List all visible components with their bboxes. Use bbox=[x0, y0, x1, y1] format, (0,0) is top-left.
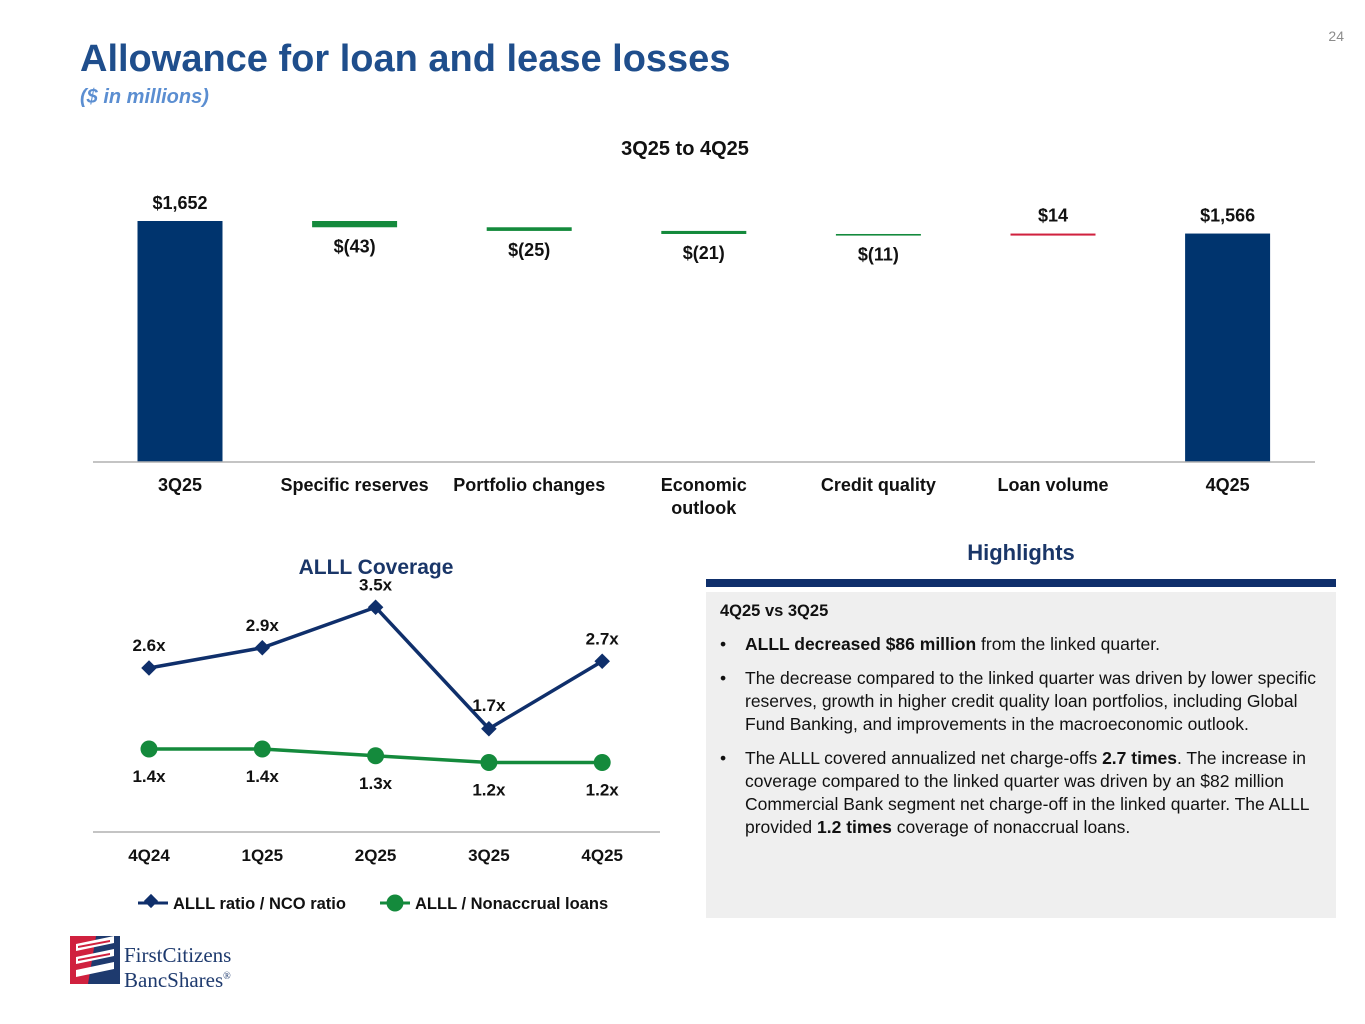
highlight-3-bold-a: 2.7 times bbox=[1102, 748, 1177, 768]
waterfall-bar bbox=[1185, 233, 1271, 462]
waterfall-bar bbox=[661, 230, 747, 234]
highlight-3-text-b: . The increase in coverage compared to t… bbox=[745, 748, 1309, 837]
coverage-data-label: 1.2x bbox=[586, 781, 620, 800]
waterfall-data-label: $1,652 bbox=[152, 193, 207, 213]
coverage-data-label: 1.4x bbox=[246, 767, 280, 786]
coverage-data-label: 1.2x bbox=[472, 781, 506, 800]
page-number: 24 bbox=[1328, 28, 1344, 44]
logo-line-2-text: BancShares bbox=[124, 968, 224, 992]
coverage-data-label: 1.7x bbox=[472, 696, 506, 715]
page-title: Allowance for loan and lease losses bbox=[80, 38, 731, 80]
logo-registered-mark: ® bbox=[223, 971, 231, 982]
logo-line-1: FirstCitizens bbox=[124, 943, 232, 967]
logo-line-2: BancShares® bbox=[124, 966, 231, 991]
highlight-1-text: from the linked quarter. bbox=[976, 634, 1161, 654]
waterfall-category-label: Credit quality bbox=[821, 475, 936, 495]
coverage-point-diamond bbox=[141, 660, 157, 676]
coverage-data-label: 1.3x bbox=[359, 774, 393, 793]
coverage-category-label: 4Q25 bbox=[581, 846, 623, 865]
coverage-data-label: 3.5x bbox=[359, 575, 393, 594]
waterfall-data-label: $(11) bbox=[858, 245, 899, 265]
coverage-category-label: 4Q24 bbox=[128, 846, 170, 865]
legend-marker-circle bbox=[386, 894, 404, 912]
coverage-point-circle bbox=[140, 740, 158, 758]
coverage-point-circle bbox=[593, 754, 611, 771]
waterfall-title: 3Q25 to 4Q25 bbox=[621, 138, 749, 160]
coverage-point-diamond bbox=[594, 653, 610, 670]
legend-label-nonaccrual: ALLL / Nonaccrual loans bbox=[415, 895, 608, 913]
highlight-3-text-c: coverage of nonaccrual loans. bbox=[891, 817, 1131, 837]
highlight-item-3: The ALLL covered annualized net charge-o… bbox=[720, 747, 1320, 839]
page-subtitle: ($ in millions) bbox=[80, 86, 209, 108]
waterfall-data-label: $(25) bbox=[508, 240, 550, 260]
first-citizens-flag-logo-icon bbox=[70, 936, 120, 984]
coverage-data-label: 1.4x bbox=[132, 767, 166, 786]
highlights-title: Highlights bbox=[967, 540, 1075, 565]
legend-marker-diamond bbox=[143, 893, 159, 909]
highlights-heading: 4Q25 vs 3Q25 bbox=[720, 602, 829, 620]
waterfall-category-label: Loan volume bbox=[997, 475, 1108, 495]
coverage-point-diamond bbox=[254, 639, 271, 656]
waterfall-category-label: Portfolio changes bbox=[453, 475, 605, 495]
waterfall-bar bbox=[137, 221, 223, 462]
coverage-point-circle bbox=[480, 754, 498, 771]
coverage-category-label: 3Q25 bbox=[468, 846, 510, 865]
coverage-series-line bbox=[148, 605, 604, 731]
highlight-item-2: The decrease compared to the linked quar… bbox=[720, 667, 1320, 736]
waterfall-data-label: $14 bbox=[1038, 206, 1068, 226]
legend: ALLL ratio / NCO ratio ALLL / Nonaccrual… bbox=[138, 893, 608, 913]
waterfall-category-label: outlook bbox=[671, 498, 737, 518]
waterfall-category-label: Specific reserves bbox=[281, 475, 429, 495]
highlights-divider bbox=[706, 579, 1336, 587]
waterfall-bar bbox=[312, 221, 398, 228]
highlight-2-text: The decrease compared to the linked quar… bbox=[745, 668, 1316, 734]
highlight-3-bold-b: 1.2 times bbox=[817, 817, 892, 837]
highlights-list: ALLL decreased $86 million from the link… bbox=[720, 633, 1320, 839]
waterfall-data-label: $(21) bbox=[683, 243, 725, 263]
coverage-line-chart: ALLL Coverage 4Q24 1Q25 2Q25 3Q25 4Q25 2.6x 2.… bbox=[93, 556, 660, 913]
highlight-3-text-a: The ALLL covered annualized net charge-o… bbox=[745, 748, 1103, 768]
waterfall-data-label: $1,566 bbox=[1200, 206, 1255, 226]
waterfall-bar bbox=[1010, 233, 1096, 236]
coverage-category-label: 1Q25 bbox=[242, 846, 284, 865]
waterfall-category-label: Economic bbox=[661, 475, 747, 495]
coverage-data-label: 2.6x bbox=[132, 636, 166, 655]
coverage-data-label: 2.9x bbox=[246, 616, 280, 635]
waterfall-chart: 3Q25 to 4Q25 $1,652 3Q25 $(43) Specific res… bbox=[93, 138, 1315, 518]
waterfall-category-label: 4Q25 bbox=[1206, 475, 1250, 495]
coverage-point-circle bbox=[253, 740, 271, 758]
coverage-category-label: 2Q25 bbox=[355, 846, 397, 865]
coverage-data-label: 2.7x bbox=[586, 629, 620, 648]
waterfall-category-label: 3Q25 bbox=[158, 475, 202, 495]
highlights-panel: 4Q25 vs 3Q25 ALLL decreased $86 million … bbox=[706, 592, 1336, 918]
coverage-title: ALLL Coverage bbox=[299, 556, 454, 579]
waterfall-data-label: $(43) bbox=[334, 236, 376, 256]
legend-label-alll-nco: ALLL ratio / NCO ratio bbox=[173, 895, 346, 913]
logo-wordmark: FirstCitizens BancShares® bbox=[124, 944, 231, 991]
highlight-1-bold: ALLL decreased $86 million bbox=[745, 634, 977, 654]
waterfall-bar bbox=[486, 227, 572, 231]
highlight-item-1: ALLL decreased $86 million from the link… bbox=[720, 633, 1320, 656]
waterfall-bar bbox=[835, 233, 921, 236]
coverage-point-circle bbox=[367, 747, 385, 765]
